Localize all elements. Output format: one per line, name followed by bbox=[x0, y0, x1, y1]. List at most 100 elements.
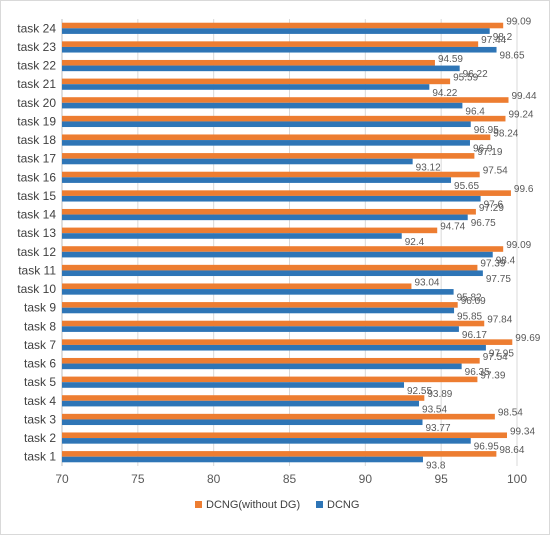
bar-dcng-without-dg bbox=[62, 451, 497, 457]
data-label-dcng: 96.95 bbox=[474, 442, 499, 453]
data-label-dcng: 96.17 bbox=[462, 330, 487, 341]
legend-swatch bbox=[195, 501, 202, 508]
bar-dcng-without-dg bbox=[62, 246, 504, 252]
data-label-dcng-without-dg: 96.09 bbox=[461, 296, 486, 307]
bar-dcng bbox=[62, 158, 413, 165]
bar-dcng-without-dg bbox=[62, 59, 435, 66]
category-label: task 12 bbox=[17, 245, 56, 259]
bar-dcng-without-dg bbox=[62, 302, 458, 308]
x-tick-labels: 70 75 80 85 90 95 100 bbox=[55, 472, 527, 486]
data-label-dcng-without-dg: 97.39 bbox=[480, 370, 505, 381]
category-label: task 15 bbox=[17, 189, 56, 203]
data-label-dcng-without-dg: 95.59 bbox=[453, 72, 478, 83]
gridlines bbox=[61, 19, 518, 466]
bar-dcng-without-dg bbox=[62, 115, 506, 122]
data-label-dcng: 95.82 bbox=[457, 293, 482, 304]
bar-dcng-without-dg bbox=[62, 320, 485, 327]
bar-dcng bbox=[62, 195, 481, 202]
bar-dcng bbox=[62, 307, 455, 314]
data-label-dcng: 97.75 bbox=[486, 274, 511, 285]
data-label-dcng-without-dg: 99.44 bbox=[512, 91, 537, 102]
data-label-dcng: 93.54 bbox=[422, 404, 447, 415]
bar-dcng-without-dg bbox=[62, 153, 475, 159]
data-label-dcng: 98.65 bbox=[500, 51, 525, 62]
data-label-dcng-without-dg: 94.74 bbox=[440, 221, 465, 232]
bar-dcng-without-dg bbox=[62, 97, 509, 103]
category-label: task 23 bbox=[17, 40, 56, 54]
data-label-dcng: 96.22 bbox=[463, 69, 488, 80]
data-label-dcng: 93.12 bbox=[416, 162, 441, 173]
category-label: task 5 bbox=[24, 375, 56, 389]
data-label-dcng: 93.8 bbox=[426, 460, 446, 471]
bar-dcng bbox=[62, 438, 471, 444]
data-label-dcng: 96.9 bbox=[473, 144, 493, 155]
data-label-dcng-without-dg: 97.19 bbox=[477, 147, 502, 158]
bars bbox=[62, 22, 513, 463]
x-tick-label: 100 bbox=[507, 472, 527, 486]
x-tick-label: 95 bbox=[434, 472, 448, 486]
category-label: task 10 bbox=[17, 282, 56, 296]
data-label-dcng: 97.95 bbox=[489, 349, 514, 360]
legend-label: DCNG(without DG) bbox=[206, 499, 300, 511]
data-label-dcng-without-dg: 93.89 bbox=[427, 389, 452, 400]
data-label-dcng: 98.2 bbox=[493, 32, 513, 43]
bar-dcng bbox=[62, 121, 471, 128]
bar-dcng bbox=[62, 382, 405, 388]
data-label-dcng-without-dg: 98.54 bbox=[498, 408, 523, 419]
bar-dcng-without-dg bbox=[62, 283, 412, 290]
bar-dcng-without-dg bbox=[62, 41, 479, 47]
bar-dcng-without-dg bbox=[62, 376, 478, 383]
bar-dcng bbox=[62, 251, 493, 258]
bar-dcng bbox=[62, 400, 420, 407]
category-label: task 24 bbox=[17, 21, 56, 35]
bar-dcng bbox=[62, 84, 430, 90]
category-label: task 22 bbox=[17, 59, 56, 73]
category-label: task 14 bbox=[17, 208, 56, 222]
data-label-dcng-without-dg: 93.04 bbox=[414, 277, 439, 288]
bar-dcng bbox=[62, 65, 460, 72]
bar-dcng bbox=[62, 326, 459, 332]
data-label-dcng: 93.77 bbox=[426, 423, 451, 434]
data-label-dcng-without-dg: 97.39 bbox=[480, 259, 505, 270]
bar-dcng-without-dg bbox=[62, 227, 438, 234]
category-label: task 7 bbox=[24, 338, 56, 352]
data-labels: 98.64 93.8 99.34 96.95 98.54 93.77 93.89 93.54 9… bbox=[405, 17, 541, 472]
x-tick-label: 75 bbox=[131, 472, 145, 486]
category-label: task 21 bbox=[17, 77, 56, 91]
bar-dcng-without-dg bbox=[62, 395, 425, 401]
bar-dcng-without-dg bbox=[62, 134, 491, 141]
category-label: task 20 bbox=[17, 96, 56, 110]
x-tick-label: 90 bbox=[359, 472, 373, 486]
category-label: task 6 bbox=[24, 357, 56, 371]
bar-dcng bbox=[62, 102, 463, 109]
data-label-dcng: 92.4 bbox=[405, 237, 425, 248]
category-label: task 16 bbox=[17, 170, 56, 184]
data-label-dcng: 96.95 bbox=[474, 125, 499, 136]
category-label: task 13 bbox=[17, 226, 56, 240]
category-label: task 3 bbox=[24, 412, 56, 426]
category-label: task 1 bbox=[24, 450, 56, 464]
data-label-dcng-without-dg: 94.59 bbox=[438, 54, 463, 65]
data-label-dcng-without-dg: 97.54 bbox=[483, 352, 508, 363]
legend-swatch bbox=[316, 501, 323, 508]
bar-dcng bbox=[62, 270, 483, 277]
bar-dcng-without-dg bbox=[62, 190, 511, 196]
category-label: task 8 bbox=[24, 319, 56, 333]
bar-dcng bbox=[62, 233, 402, 239]
data-label-dcng-without-dg: 99.09 bbox=[506, 17, 531, 28]
bar-dcng-without-dg bbox=[62, 339, 513, 345]
data-label-dcng-without-dg: 99.24 bbox=[508, 110, 533, 121]
category-label: task 19 bbox=[17, 114, 56, 128]
category-label: task 2 bbox=[24, 431, 56, 445]
legend-label: DCNG bbox=[327, 499, 359, 511]
data-label-dcng: 97.6 bbox=[484, 200, 504, 211]
bar-dcng-without-dg bbox=[62, 357, 480, 364]
bar-dcng-without-dg bbox=[62, 22, 504, 29]
x-tick-label: 80 bbox=[207, 472, 221, 486]
data-label-dcng: 96.75 bbox=[471, 218, 496, 229]
data-label-dcng: 92.55 bbox=[407, 386, 432, 397]
data-label-dcng-without-dg: 98.64 bbox=[499, 445, 524, 456]
data-label-dcng-without-dg: 99.6 bbox=[514, 184, 534, 195]
category-label: task 9 bbox=[24, 301, 56, 315]
